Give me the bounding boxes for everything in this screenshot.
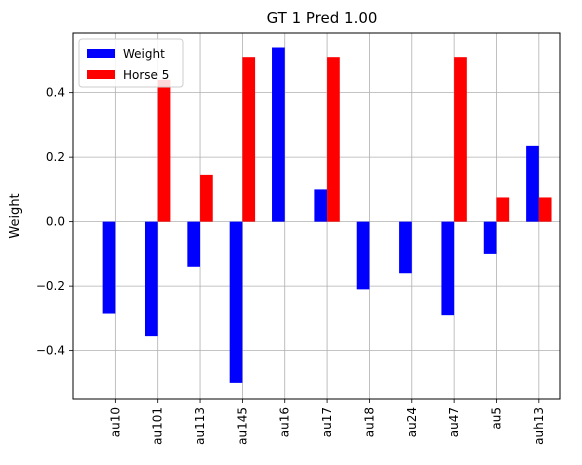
bar-horse-5 [454, 57, 467, 222]
legend-swatch [87, 49, 115, 58]
x-tick-label: au17 [320, 407, 334, 437]
x-tick-label: au113 [193, 407, 207, 445]
x-tick-label: au18 [362, 407, 376, 437]
y-tick-label: 0.4 [46, 86, 65, 100]
x-tick-label: au47 [447, 407, 461, 437]
bar-weight [144, 221, 158, 337]
bar-weight [399, 221, 412, 274]
y-tick-label: −0.2 [36, 279, 65, 293]
bar-weight [102, 221, 116, 314]
bar-horse-5 [242, 57, 256, 222]
bars [102, 47, 552, 383]
bar-weight [229, 221, 243, 383]
bar-horse-5 [200, 174, 213, 222]
x-tick-label: auh13 [532, 407, 546, 445]
x-tick-label: au145 [235, 407, 249, 445]
bar-weight [356, 221, 370, 290]
x-tick-label: au5 [489, 407, 503, 430]
bar-weight [483, 221, 497, 254]
bar-weight [314, 189, 328, 222]
x-tick-label: au16 [278, 407, 292, 437]
x-tick-label: au101 [151, 407, 165, 445]
bar-horse-5 [538, 197, 552, 222]
bar-weight [187, 221, 201, 267]
legend-swatch [87, 70, 115, 79]
legend-label: Weight [123, 47, 165, 61]
x-tick-label: au24 [405, 407, 419, 437]
bar-weight [526, 145, 539, 222]
bar-horse-5 [496, 197, 510, 222]
legend: Weight Horse 5 [78, 38, 184, 88]
bar-weight [272, 47, 285, 222]
chart-title: GT 1 Pred 1.00 [267, 9, 378, 27]
plot-frame [72, 32, 561, 400]
y-tick-label: −0.4 [36, 344, 65, 358]
bar-horse-5 [157, 79, 171, 222]
y-axis: −0.4 −0.2 0.0 0.2 0.4 [36, 86, 73, 358]
x-tick-label: au10 [108, 407, 122, 437]
y-tick-label: 0.0 [46, 215, 65, 229]
bar-horse-5 [327, 57, 340, 222]
y-tick-label: 0.2 [46, 150, 65, 164]
x-axis: au10 au101 au113 au145 au16 au17 au18 au24 au47 a… [108, 399, 546, 445]
y-axis-label: Weight [8, 193, 23, 238]
bar-weight [441, 221, 455, 316]
legend-label: Horse 5 [123, 68, 169, 82]
